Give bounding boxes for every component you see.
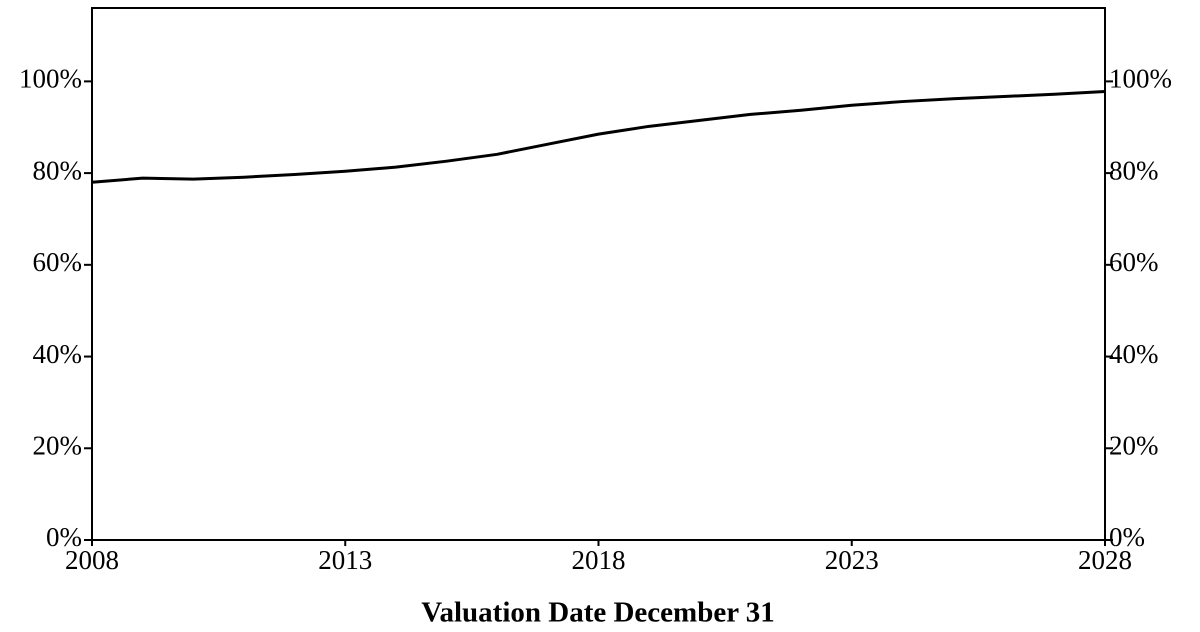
line	[91, 89, 1106, 184]
x-tick-label: 2028	[1078, 545, 1132, 575]
plot-frame	[91, 7, 1106, 541]
x-tick-label: 2023	[825, 545, 879, 575]
x-tick-label: 2018	[572, 545, 626, 575]
x-tick-label: 2013	[318, 545, 372, 575]
y-tick-label: 20%	[33, 430, 83, 460]
y2-tick-label: 80%	[1109, 155, 1159, 185]
y-tick-label: 80%	[33, 155, 83, 185]
y2-tick-label: 60%	[1109, 247, 1159, 277]
y-tick-label: 100%	[19, 64, 82, 94]
y-tick-label: 40%	[33, 339, 83, 369]
y-tick-label: 0%	[46, 522, 82, 552]
x-tick-label: 2008	[65, 545, 119, 575]
y2-tick-label: 20%	[1109, 430, 1159, 460]
y2-tick-label: 0%	[1109, 522, 1145, 552]
y2-tick-label: 100%	[1109, 64, 1172, 94]
y2-tick-label: 40%	[1109, 339, 1159, 369]
x-axis-label: Valuation Date December 31	[421, 597, 775, 629]
y-tick-label: 60%	[33, 247, 83, 277]
